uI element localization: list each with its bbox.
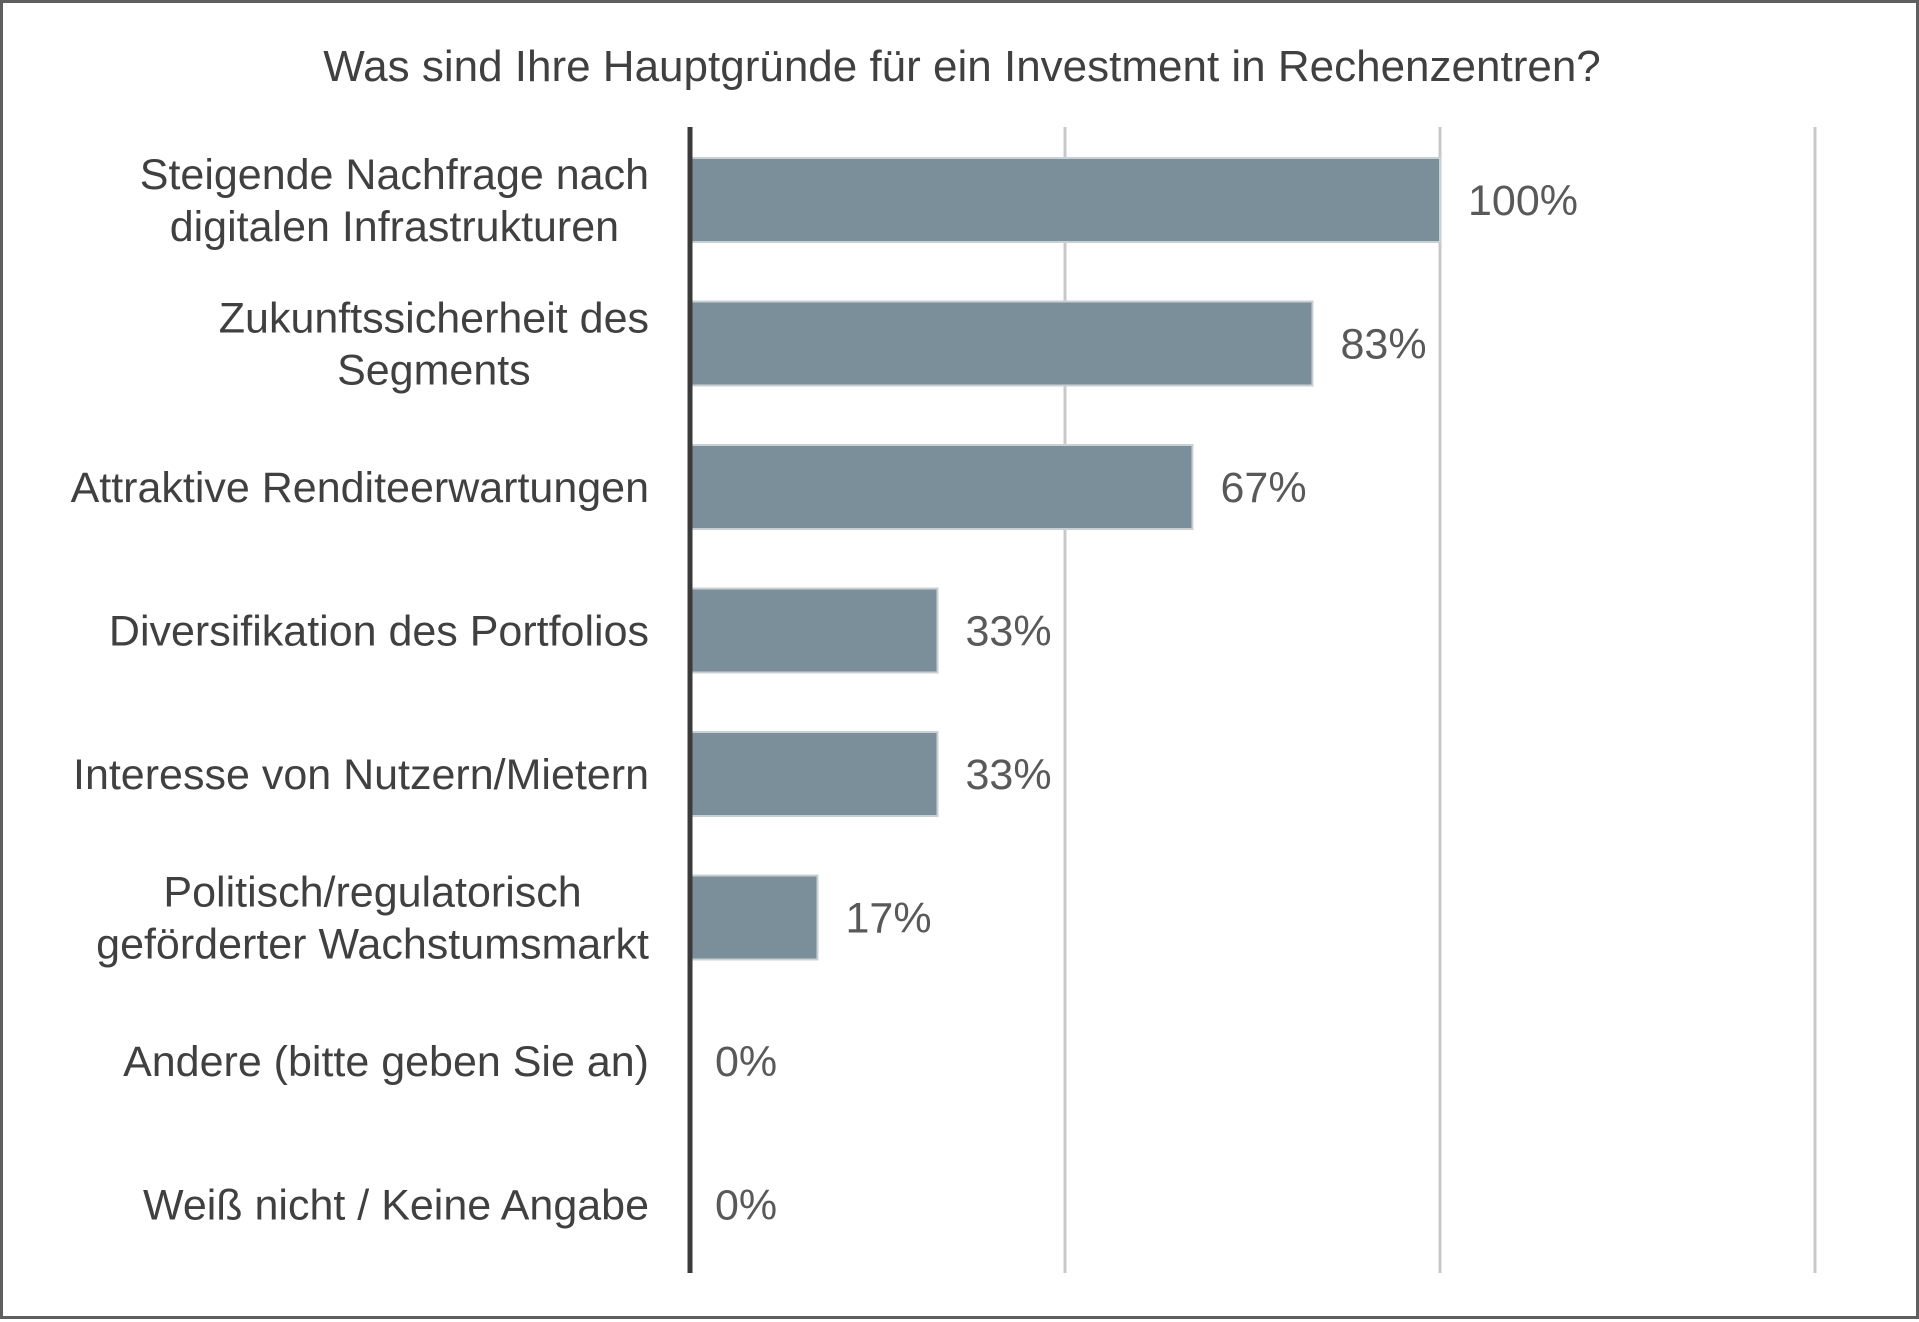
category-label: Zukunftssicherheit des Segments xyxy=(219,295,649,395)
bar xyxy=(689,157,1441,243)
value-label: 0% xyxy=(715,1182,777,1230)
category-label: Attraktive Renditeerwartungen xyxy=(71,464,649,512)
bar xyxy=(689,731,939,817)
value-label: 17% xyxy=(846,895,932,943)
bar xyxy=(689,300,1314,387)
value-label: 67% xyxy=(1221,464,1307,512)
bar xyxy=(689,874,819,961)
chart-title: Was sind Ihre Hauptgründe für ein Invest… xyxy=(323,42,1601,91)
value-label: 0% xyxy=(715,1038,777,1086)
category-label: Andere (bitte geben Sie an) xyxy=(123,1038,649,1086)
value-label: 33% xyxy=(966,608,1052,656)
value-label-layer: 100% 83% 67% 33% 33% 17% 0% 0% xyxy=(715,177,1578,1230)
category-label: Interesse von Nutzern/Mietern xyxy=(73,751,649,799)
category-label: Diversifikation des Portfolios xyxy=(109,608,649,656)
value-label: 100% xyxy=(1468,177,1578,225)
category-label: Politisch/regulatorisch geförderter Wachs… xyxy=(96,869,649,969)
category-label: Weiß nicht / Keine Angabe xyxy=(143,1182,649,1230)
value-label: 33% xyxy=(966,751,1052,799)
bar xyxy=(689,444,1194,530)
bar xyxy=(689,587,939,674)
grid-layer xyxy=(1063,127,1817,1273)
bar-layer xyxy=(689,157,1441,961)
bar-chart: Was sind Ihre Hauptgründe für ein Invest… xyxy=(71,42,1817,1273)
category-label-layer: Steigende Nachfrage nach digitalen Infras… xyxy=(71,151,649,1230)
category-label: Steigende Nachfrage nach digitalen Infras… xyxy=(140,151,649,251)
value-label: 83% xyxy=(1341,321,1427,369)
